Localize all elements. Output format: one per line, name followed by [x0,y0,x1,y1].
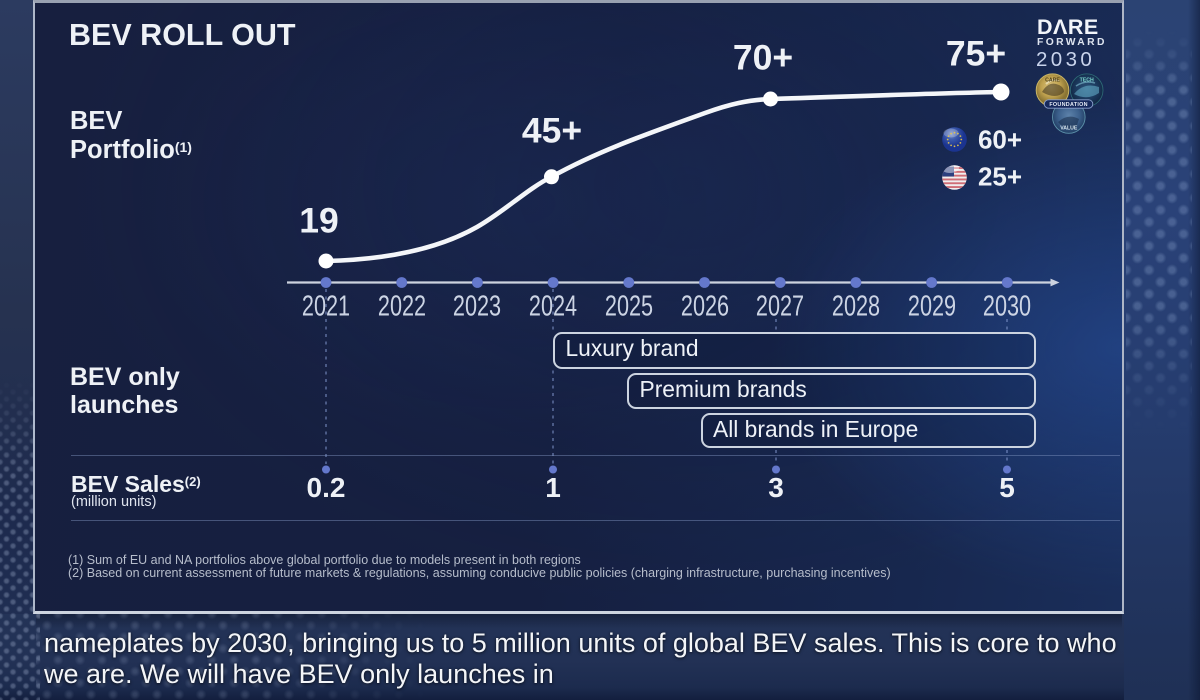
svg-text:FOUNDATION: FOUNDATION [1049,102,1088,108]
svg-text:TECH: TECH [1080,78,1094,84]
svg-text:CARE: CARE [1045,78,1060,84]
svg-text:VALUE: VALUE [1060,126,1078,132]
